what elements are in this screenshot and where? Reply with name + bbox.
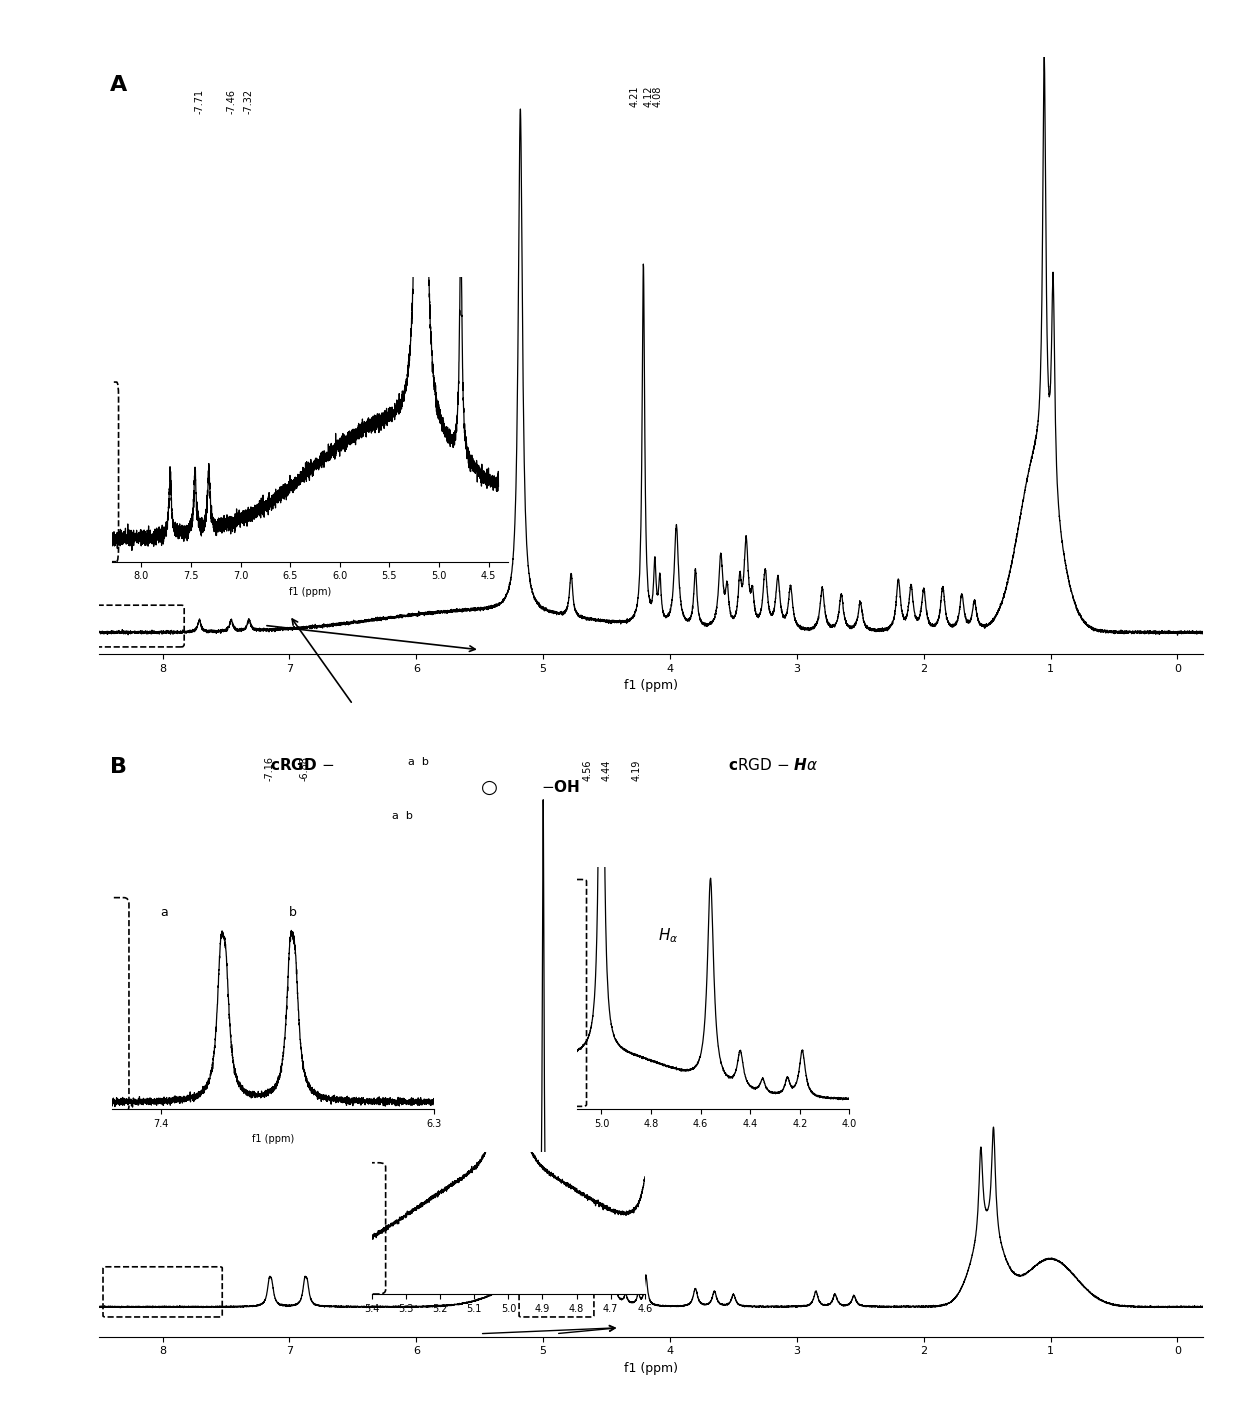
Text: $\bigcirc$: $\bigcirc$ (480, 778, 497, 796)
Text: 4.19: 4.19 (632, 759, 642, 781)
X-axis label: f1 (ppm): f1 (ppm) (624, 680, 678, 693)
Text: a: a (160, 906, 167, 919)
Text: 4.12: 4.12 (644, 85, 653, 107)
Text: -7.16: -7.16 (264, 757, 274, 781)
Text: 4.44: 4.44 (601, 759, 611, 781)
Text: -6.88: -6.88 (300, 757, 310, 781)
Text: b: b (289, 906, 296, 919)
X-axis label: f1 (ppm): f1 (ppm) (289, 587, 331, 597)
Text: B: B (110, 758, 128, 778)
Text: -7.32: -7.32 (244, 90, 254, 114)
Text: a  b: a b (392, 811, 413, 820)
Text: $\mathbf{c}$RGD $-$: $\mathbf{c}$RGD $-$ (270, 758, 335, 774)
Text: $\mathbf{c}$RGD $-$ $\boldsymbol{H}$$\alpha$: $\mathbf{c}$RGD $-$ $\boldsymbol{H}$$\al… (728, 758, 818, 774)
Text: 4.08: 4.08 (652, 85, 662, 107)
Text: $-$OH: $-$OH (541, 779, 580, 795)
Text: 4.21: 4.21 (630, 85, 640, 107)
Text: -7.71: -7.71 (195, 90, 205, 114)
Text: 4.56: 4.56 (583, 759, 593, 781)
Text: -7.46: -7.46 (226, 90, 236, 114)
X-axis label: f1 (ppm): f1 (ppm) (624, 1362, 678, 1375)
Text: a  b: a b (408, 758, 429, 768)
X-axis label: f1 (ppm): f1 (ppm) (252, 1135, 294, 1145)
Text: $H_\alpha$: $H_\alpha$ (658, 926, 678, 944)
Text: A: A (110, 75, 128, 95)
